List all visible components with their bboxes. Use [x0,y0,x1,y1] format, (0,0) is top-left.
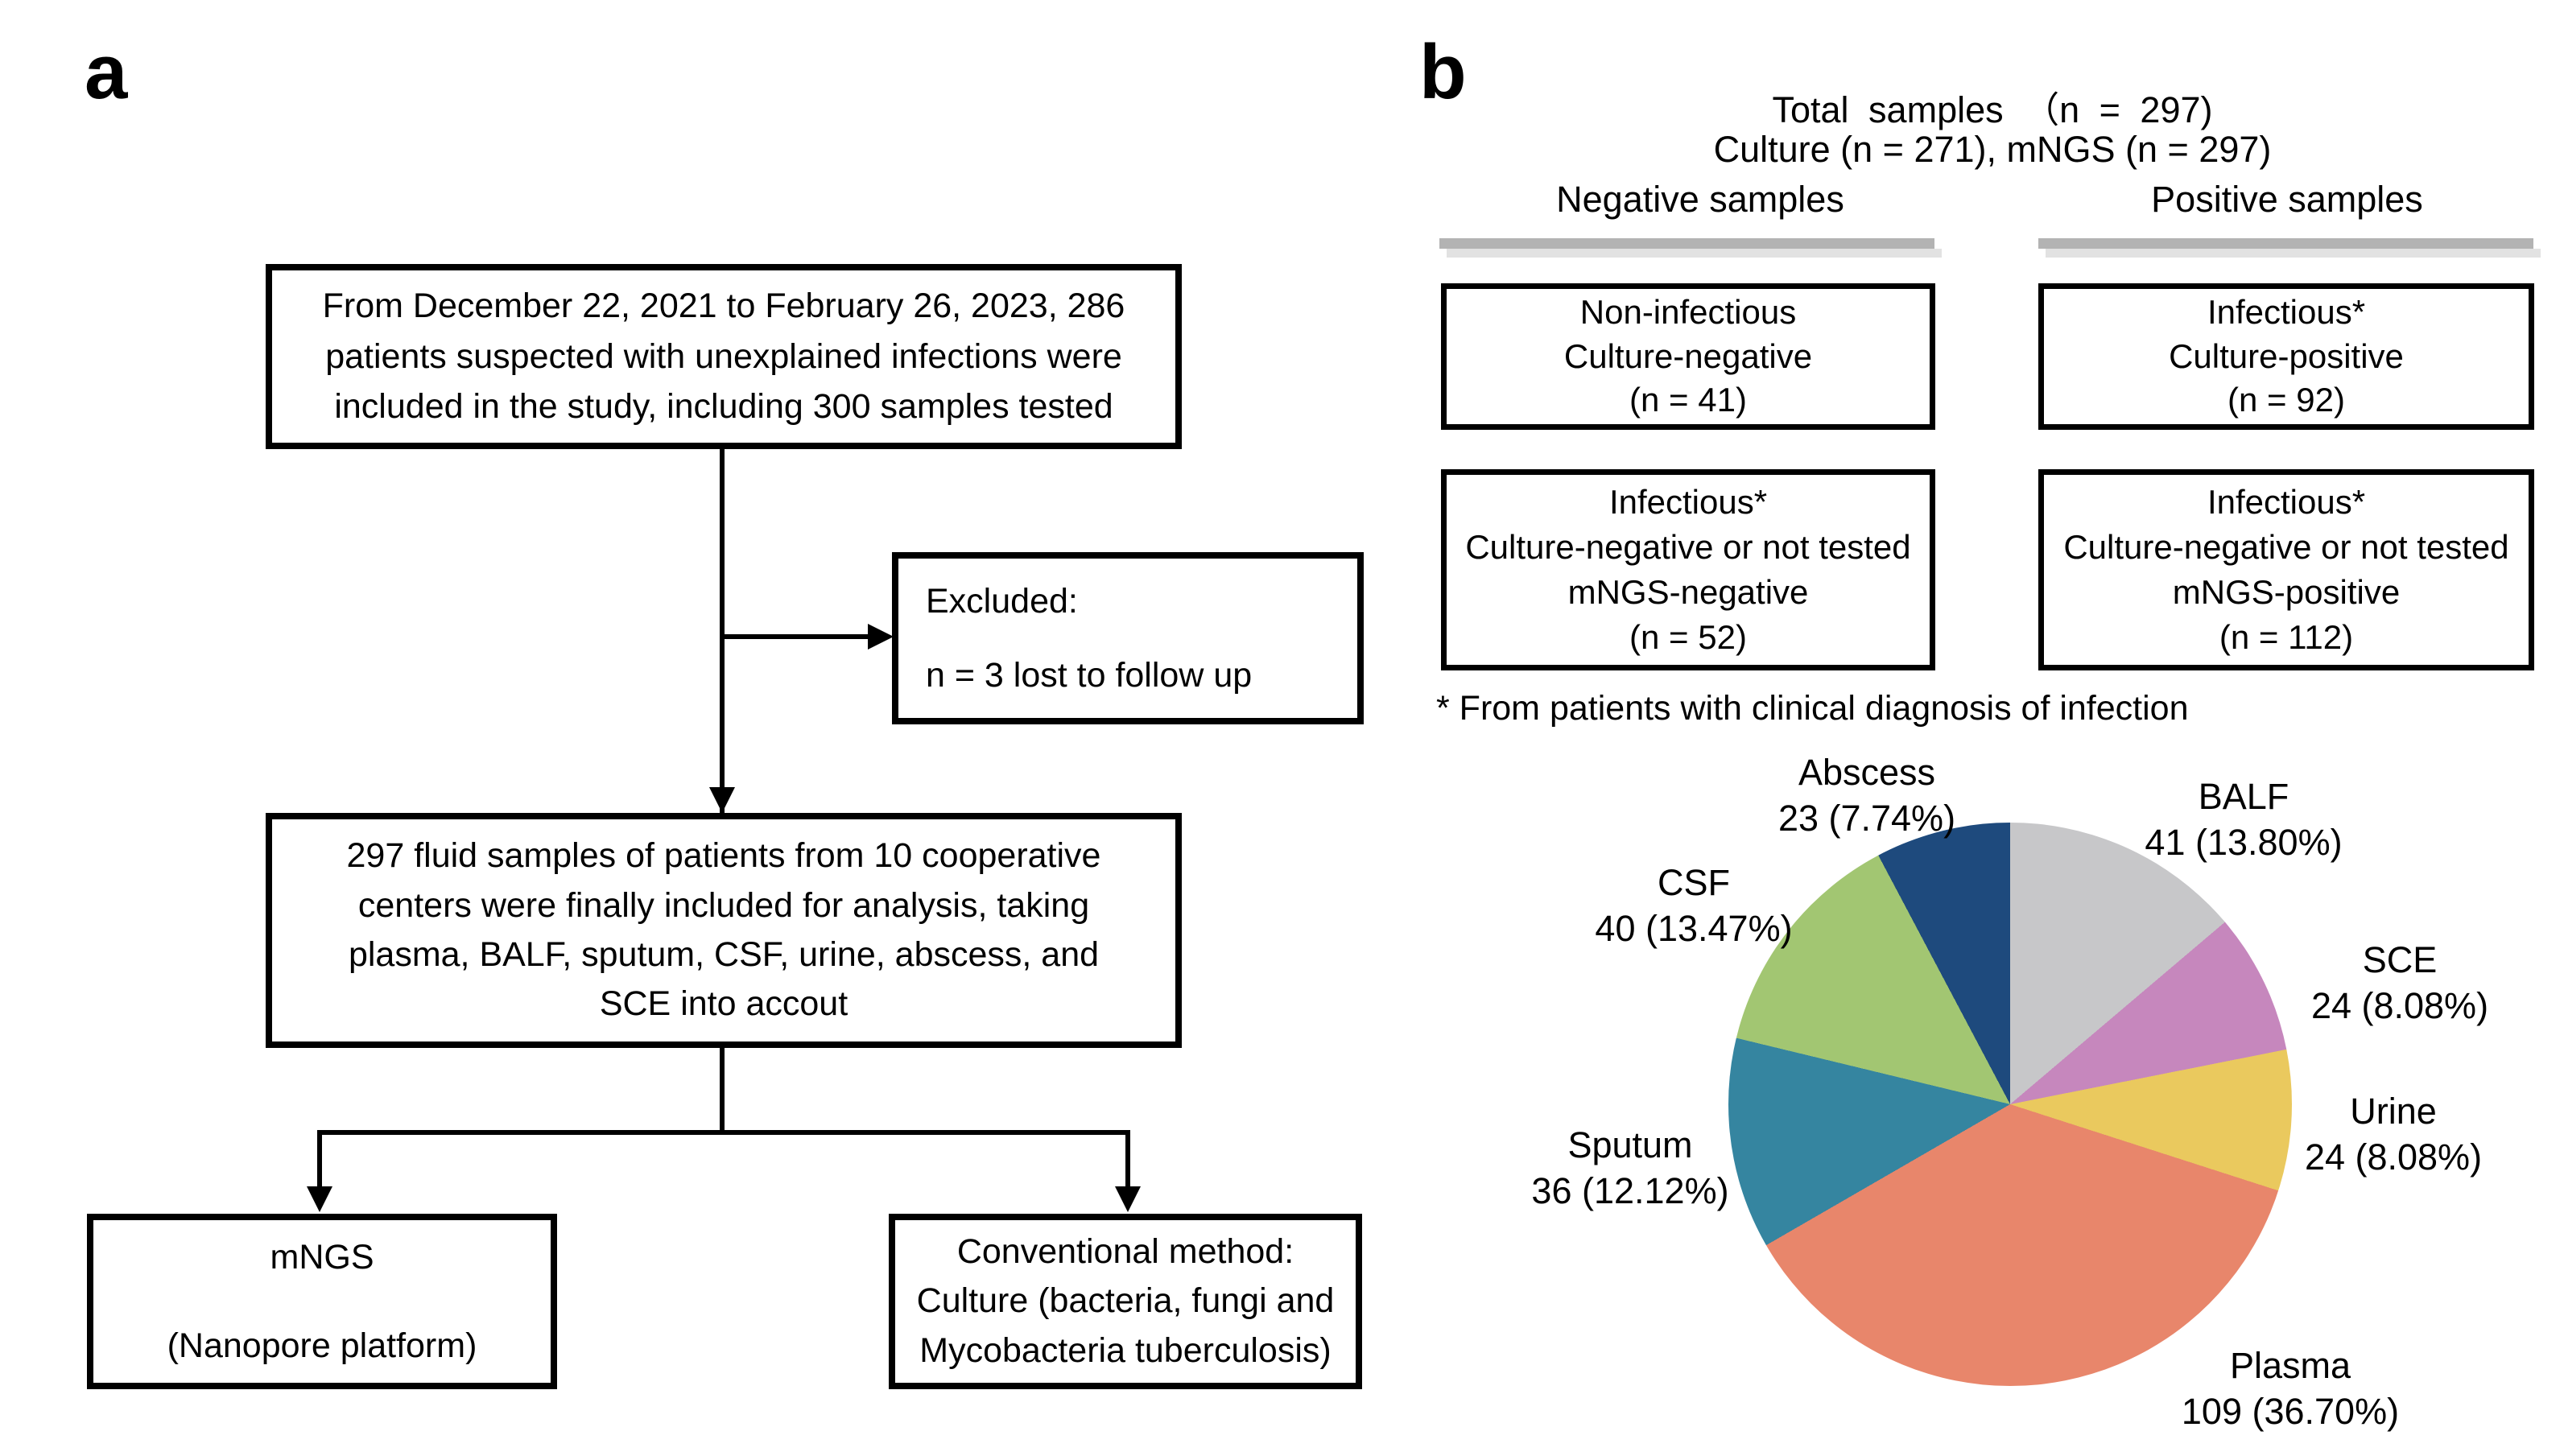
arrow-down-icon [1115,1186,1141,1212]
included-box: 297 fluid samples of patients from 10 co… [266,813,1182,1048]
connector-arm-right [1125,1130,1130,1190]
box-infectious-culture-positive: Infectious* Culture-positive (n = 92) [2038,283,2534,430]
included-box-line: 297 fluid samples of patients from 10 co… [346,836,1101,876]
pie-slice-name: CSF [1658,862,1730,903]
pie-chart [1728,823,2292,1386]
box-line: Infectious* [2207,483,2366,522]
negative-divider-light [1447,249,1942,258]
panel-b-title: Total samples （n = 297) [1772,89,2213,130]
pie-slice-value: 40 (13.47%) [1595,908,1793,950]
box-infectious-mngs-negative: Infectious* Culture-negative or not test… [1441,469,1935,670]
pie-slice-name: Plasma [2229,1345,2351,1386]
box-line: Culture-negative or not tested [1465,528,1911,567]
positive-column-header: Positive samples [2151,179,2423,220]
mngs-box-line: (Nanopore platform) [167,1326,477,1365]
negative-column-header: Negative samples [1556,179,1844,220]
pie-label-abscess: Abscess 23 (7.74%) [1706,749,2028,841]
excluded-title: Excluded: [926,581,1078,621]
arrow-down-icon [709,787,735,813]
connector-split-bar [317,1130,1130,1135]
box-line: (n = 112) [2219,617,2354,656]
box-infectious-mngs-positive: Infectious* Culture-negative or not test… [2038,469,2534,670]
mngs-box-line: mNGS [270,1237,374,1277]
start-box-line: included in the study, including 300 sam… [334,387,1113,427]
excluded-detail: n = 3 lost to follow up [926,656,1253,695]
pie-slice-name: Abscess [1798,752,1936,793]
box-line: mNGS-negative [1567,573,1809,611]
footnote: * From patients with clinical diagnosis … [1436,689,2189,728]
box-line: Culture-positive [2169,336,2404,375]
start-box-line: patients suspected with unexplained infe… [325,336,1122,376]
pie-slice-name: BALF [2198,776,2289,817]
pie-label-csf: CSF 40 (13.47%) [1533,860,1855,951]
included-box-line: SCE into accout [599,984,848,1024]
pie-slice-value: 41 (13.80%) [2145,822,2343,864]
pie-label-urine: Urine 24 (8.08%) [2232,1088,2554,1180]
pie-slice-name: SCE [2362,939,2438,980]
box-line: Culture-negative [1563,336,1813,375]
pie-label-sce: SCE 24 (8.08%) [2239,937,2561,1029]
included-box-line: plasma, BALF, sputum, CSF, urine, absces… [348,935,1100,974]
conventional-box-line: Conventional method: [956,1232,1294,1272]
box-line: Infectious* [1608,483,1768,522]
box-line: (n = 41) [1629,381,1747,419]
pie-slice-value: 24 (8.08%) [2310,985,2489,1027]
box-line: Infectious* [2207,293,2366,332]
mngs-box: mNGS (Nanopore platform) [87,1214,557,1389]
arrow-down-icon [307,1186,332,1212]
negative-divider-dark [1439,238,1934,249]
pie-slice-name: Sputum [1567,1124,1693,1165]
positive-divider-light [2046,249,2541,258]
panel-b-label: b [1419,29,1467,115]
connector-stem-2 [720,1045,725,1135]
connector-arm-left [317,1130,322,1190]
positive-divider-dark [2038,238,2533,249]
connector-stem-1 [720,446,725,813]
panel-b-subtitle: Culture (n = 271), mNGS (n = 297) [1713,129,2272,170]
pie-slice-value: 36 (12.12%) [1531,1170,1729,1212]
box-line: Non-infectious [1579,293,1797,332]
start-box: From December 22, 2021 to February 26, 2… [266,264,1182,449]
box-line: mNGS-positive [2172,573,2401,611]
box-line: Culture-negative or not tested [2063,528,2509,567]
box-line: (n = 52) [1629,617,1747,656]
box-line: (n = 92) [2228,381,2345,419]
start-box-line: From December 22, 2021 to February 26, 2… [322,287,1125,326]
pie-label-balf: BALF 41 (13.80%) [2083,773,2405,865]
conventional-method-box: Conventional method: Culture (bacteria, … [889,1214,1362,1389]
pie-slice-name: Urine [2350,1091,2437,1132]
conventional-box-line: Mycobacteria tuberculosis) [919,1330,1332,1370]
pie-slice-value: 109 (36.70%) [2181,1391,2400,1433]
pie-slice-value: 24 (8.08%) [2304,1136,2483,1178]
connector-branch [722,634,872,639]
panel-a-label: a [85,29,128,115]
included-box-line: centers were finally included for analys… [357,885,1090,925]
box-noninfectious-culture-negative: Non-infectious Culture-negative (n = 41) [1441,283,1935,430]
excluded-box: Excluded: n = 3 lost to follow up [892,552,1364,724]
pie-slice-value: 23 (7.74%) [1777,798,1956,839]
pie-label-sputum: Sputum 36 (12.12%) [1469,1122,1791,1214]
pie-label-plasma: Plasma 109 (36.70%) [2129,1343,2451,1434]
conventional-box-line: Culture (bacteria, fungi and [916,1281,1335,1321]
arrow-right-icon [868,624,894,650]
